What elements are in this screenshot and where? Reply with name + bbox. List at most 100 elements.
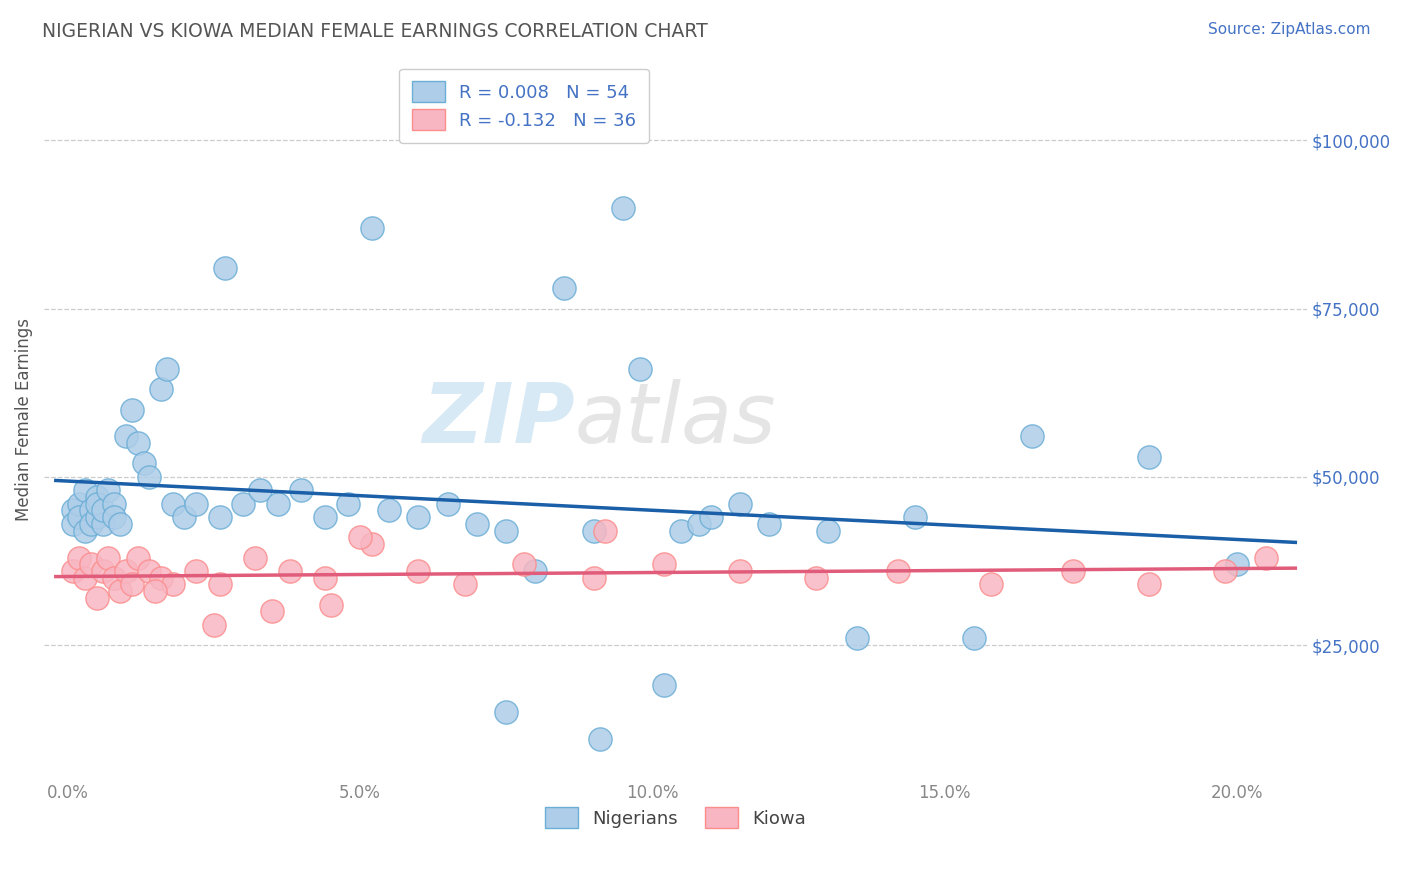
Point	[162, 577, 184, 591]
Point	[314, 510, 336, 524]
Text: NIGERIAN VS KIOWA MEDIAN FEMALE EARNINGS CORRELATION CHART: NIGERIAN VS KIOWA MEDIAN FEMALE EARNINGS…	[42, 22, 709, 41]
Point	[337, 497, 360, 511]
Point	[121, 402, 143, 417]
Point	[512, 558, 534, 572]
Point	[62, 564, 84, 578]
Point	[262, 604, 284, 618]
Point	[127, 550, 149, 565]
Text: Source: ZipAtlas.com: Source: ZipAtlas.com	[1208, 22, 1371, 37]
Point	[360, 220, 382, 235]
Legend: Nigerians, Kiowa: Nigerians, Kiowa	[538, 800, 813, 836]
Point	[630, 362, 652, 376]
Point	[115, 564, 138, 578]
Point	[91, 516, 114, 531]
Point	[595, 524, 617, 538]
Point	[232, 497, 254, 511]
Point	[1062, 564, 1084, 578]
Point	[243, 550, 266, 565]
Point	[208, 510, 231, 524]
Point	[758, 516, 780, 531]
Point	[728, 497, 751, 511]
Point	[208, 577, 231, 591]
Point	[97, 550, 120, 565]
Point	[121, 577, 143, 591]
Point	[162, 497, 184, 511]
Point	[143, 584, 166, 599]
Point	[553, 281, 575, 295]
Point	[465, 516, 488, 531]
Point	[62, 516, 84, 531]
Point	[86, 497, 108, 511]
Point	[845, 632, 868, 646]
Point	[671, 524, 693, 538]
Point	[728, 564, 751, 578]
Point	[73, 524, 96, 538]
Point	[86, 591, 108, 605]
Point	[524, 564, 547, 578]
Point	[91, 503, 114, 517]
Text: atlas: atlas	[575, 379, 776, 460]
Point	[150, 382, 173, 396]
Point	[127, 436, 149, 450]
Point	[887, 564, 910, 578]
Point	[290, 483, 312, 498]
Point	[97, 483, 120, 498]
Point	[103, 571, 125, 585]
Point	[349, 530, 371, 544]
Point	[904, 510, 927, 524]
Point	[173, 510, 195, 524]
Point	[408, 564, 430, 578]
Point	[91, 564, 114, 578]
Point	[214, 261, 236, 276]
Point	[86, 510, 108, 524]
Point	[184, 564, 207, 578]
Point	[249, 483, 271, 498]
Point	[132, 456, 155, 470]
Point	[1137, 450, 1160, 464]
Point	[108, 516, 131, 531]
Point	[73, 483, 96, 498]
Point	[138, 564, 160, 578]
Point	[360, 537, 382, 551]
Point	[80, 516, 103, 531]
Point	[314, 571, 336, 585]
Point	[80, 558, 103, 572]
Point	[652, 678, 675, 692]
Point	[582, 524, 605, 538]
Y-axis label: Median Female Earnings: Median Female Earnings	[15, 318, 32, 521]
Point	[582, 571, 605, 585]
Point	[103, 497, 125, 511]
Text: ZIP: ZIP	[422, 379, 575, 460]
Point	[103, 510, 125, 524]
Point	[108, 584, 131, 599]
Point	[67, 510, 90, 524]
Point	[267, 497, 290, 511]
Point	[378, 503, 401, 517]
Point	[67, 550, 90, 565]
Point	[495, 706, 517, 720]
Point	[62, 503, 84, 517]
Point	[138, 470, 160, 484]
Point	[588, 732, 610, 747]
Point	[699, 510, 721, 524]
Point	[115, 429, 138, 443]
Point	[319, 598, 342, 612]
Point	[184, 497, 207, 511]
Point	[454, 577, 477, 591]
Point	[495, 524, 517, 538]
Point	[67, 497, 90, 511]
Point	[612, 201, 634, 215]
Point	[688, 516, 710, 531]
Point	[86, 490, 108, 504]
Point	[1254, 550, 1277, 565]
Point	[963, 632, 986, 646]
Point	[150, 571, 173, 585]
Point	[80, 503, 103, 517]
Point	[1213, 564, 1236, 578]
Point	[980, 577, 1002, 591]
Point	[817, 524, 839, 538]
Point	[156, 362, 179, 376]
Point	[1226, 558, 1249, 572]
Point	[408, 510, 430, 524]
Point	[73, 571, 96, 585]
